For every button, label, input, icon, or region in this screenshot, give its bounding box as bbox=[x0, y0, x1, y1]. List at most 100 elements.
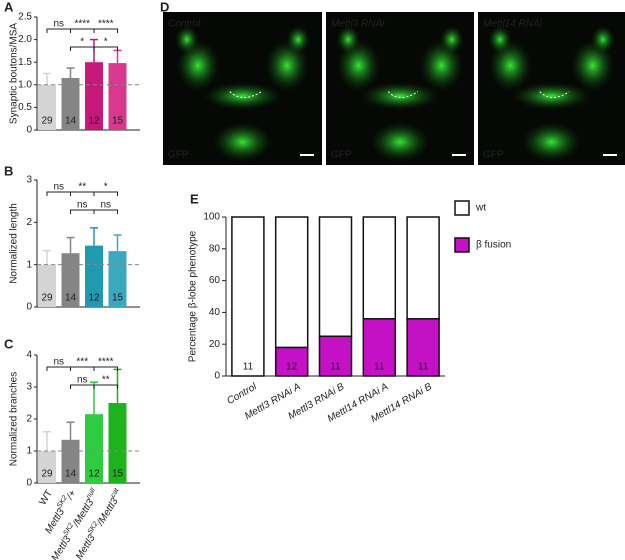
panel-label: B bbox=[4, 163, 13, 178]
gfp-signal bbox=[439, 25, 464, 54]
gfp-signal bbox=[212, 122, 273, 163]
n-label: 14 bbox=[65, 293, 77, 304]
image-title: Control bbox=[168, 19, 201, 30]
n-label: 14 bbox=[65, 469, 77, 480]
n-label: 29 bbox=[41, 469, 53, 480]
gfp-signal bbox=[174, 25, 199, 54]
legend-label: wt bbox=[475, 203, 486, 214]
legend-swatch bbox=[454, 200, 470, 216]
panel-label: E bbox=[190, 191, 199, 206]
y-tick-label: 1.0 bbox=[18, 79, 32, 90]
y-axis-title: Normalized length bbox=[9, 203, 20, 284]
sig-label: ** bbox=[78, 182, 86, 193]
n-label: 11 bbox=[330, 362, 341, 373]
sig-bracket bbox=[46, 191, 118, 196]
sig-label: **** bbox=[98, 357, 114, 368]
y-tick-label: 2 bbox=[26, 414, 32, 425]
x-tick-label-part: WT bbox=[37, 488, 55, 507]
y-tick-label: 4 bbox=[26, 350, 32, 361]
y-tick-label: 2.0 bbox=[18, 34, 32, 45]
n-label: 11 bbox=[243, 362, 254, 373]
sig-label: **** bbox=[74, 19, 90, 30]
sig-bracket bbox=[70, 46, 118, 51]
image-title: Mettl3 RNAi bbox=[331, 19, 385, 30]
n-label: 12 bbox=[88, 116, 100, 127]
bar-segment bbox=[274, 216, 309, 349]
sig-label: * bbox=[80, 37, 84, 48]
sig-label: ns bbox=[100, 200, 111, 211]
gfp-signal bbox=[360, 82, 440, 111]
y-tick-label: 2.5 bbox=[18, 12, 32, 23]
channel-label: GFP bbox=[331, 150, 352, 161]
sig-label: ns bbox=[77, 200, 88, 211]
legend-label: β fusion bbox=[476, 240, 511, 251]
y-tick-label: 0 bbox=[26, 302, 32, 313]
n-label: 29 bbox=[41, 116, 53, 127]
n-label: 15 bbox=[112, 116, 124, 127]
bar bbox=[85, 414, 103, 483]
y-tick-label: 2 bbox=[26, 217, 32, 228]
panel-label: A bbox=[4, 0, 14, 14]
y-tick-label: 1 bbox=[26, 446, 32, 457]
channel-label: GFP bbox=[168, 150, 189, 161]
y-tick-label: 40 bbox=[209, 307, 221, 318]
y-tick-label: 60 bbox=[209, 275, 221, 286]
n-label: 15 bbox=[112, 469, 124, 480]
sig-label: ns bbox=[53, 357, 64, 368]
n-label: 12 bbox=[286, 362, 298, 373]
sig-label: * bbox=[104, 37, 108, 48]
y-tick-label: 3 bbox=[26, 382, 32, 393]
bar-segment bbox=[362, 216, 397, 320]
sig-label: **** bbox=[98, 19, 114, 30]
gfp-signal bbox=[521, 122, 582, 163]
gfp-signal bbox=[336, 25, 361, 54]
bar bbox=[85, 245, 103, 307]
sig-bracket bbox=[70, 209, 118, 214]
lobe-outline bbox=[387, 91, 419, 99]
bar-segment bbox=[406, 216, 440, 320]
x-tick-label-part: Mettl3 bbox=[49, 534, 73, 560]
lobe-outline bbox=[539, 91, 570, 99]
legend-swatch bbox=[454, 237, 470, 253]
x-tick-label-part: Mettl3 bbox=[74, 532, 98, 560]
n-label: 12 bbox=[88, 469, 100, 480]
n-label: 11 bbox=[418, 362, 429, 373]
bar-segment bbox=[318, 216, 353, 337]
gfp-signal bbox=[370, 122, 430, 163]
gfp-signal bbox=[488, 25, 513, 54]
bar bbox=[61, 253, 80, 307]
panel-label: D bbox=[160, 0, 169, 14]
n-label: 12 bbox=[88, 293, 100, 304]
y-tick-label: 0.5 bbox=[18, 102, 32, 113]
bar-segment bbox=[362, 318, 397, 377]
x-tick-label: WT bbox=[37, 488, 55, 507]
x-tick-label-part: null bbox=[86, 487, 98, 500]
bar bbox=[61, 78, 80, 130]
y-tick-label: 80 bbox=[209, 243, 221, 254]
y-tick-label: 0 bbox=[26, 478, 32, 489]
channel-label: GFP bbox=[483, 150, 504, 161]
y-tick-label: 1 bbox=[26, 259, 32, 270]
bar bbox=[38, 451, 56, 483]
n-label: 29 bbox=[41, 293, 53, 304]
gfp-signal bbox=[286, 25, 311, 54]
sig-label: ns bbox=[53, 19, 64, 30]
gfp-signal bbox=[511, 82, 592, 111]
sig-bracket bbox=[46, 366, 118, 371]
y-axis-title: Normalized branches bbox=[9, 372, 20, 467]
sig-label: ns bbox=[53, 182, 64, 193]
sig-label: ** bbox=[102, 375, 110, 386]
n-label: 11 bbox=[374, 362, 385, 373]
y-tick-label: 0 bbox=[26, 125, 32, 136]
x-tick-label: Control bbox=[225, 381, 259, 407]
sig-label: * bbox=[104, 182, 108, 193]
sig-bracket bbox=[46, 28, 118, 33]
n-label: 14 bbox=[65, 116, 77, 127]
sig-bracket bbox=[70, 384, 118, 389]
y-tick-label: 1.5 bbox=[18, 57, 32, 68]
bar bbox=[108, 63, 127, 130]
x-tick-label-part: cat bbox=[110, 487, 121, 500]
bar-segment bbox=[231, 216, 265, 377]
y-axis-title: Synaptic boutons/MSA bbox=[9, 23, 20, 124]
y-axis-title: Percentage β-lobe phenotype bbox=[188, 230, 199, 362]
